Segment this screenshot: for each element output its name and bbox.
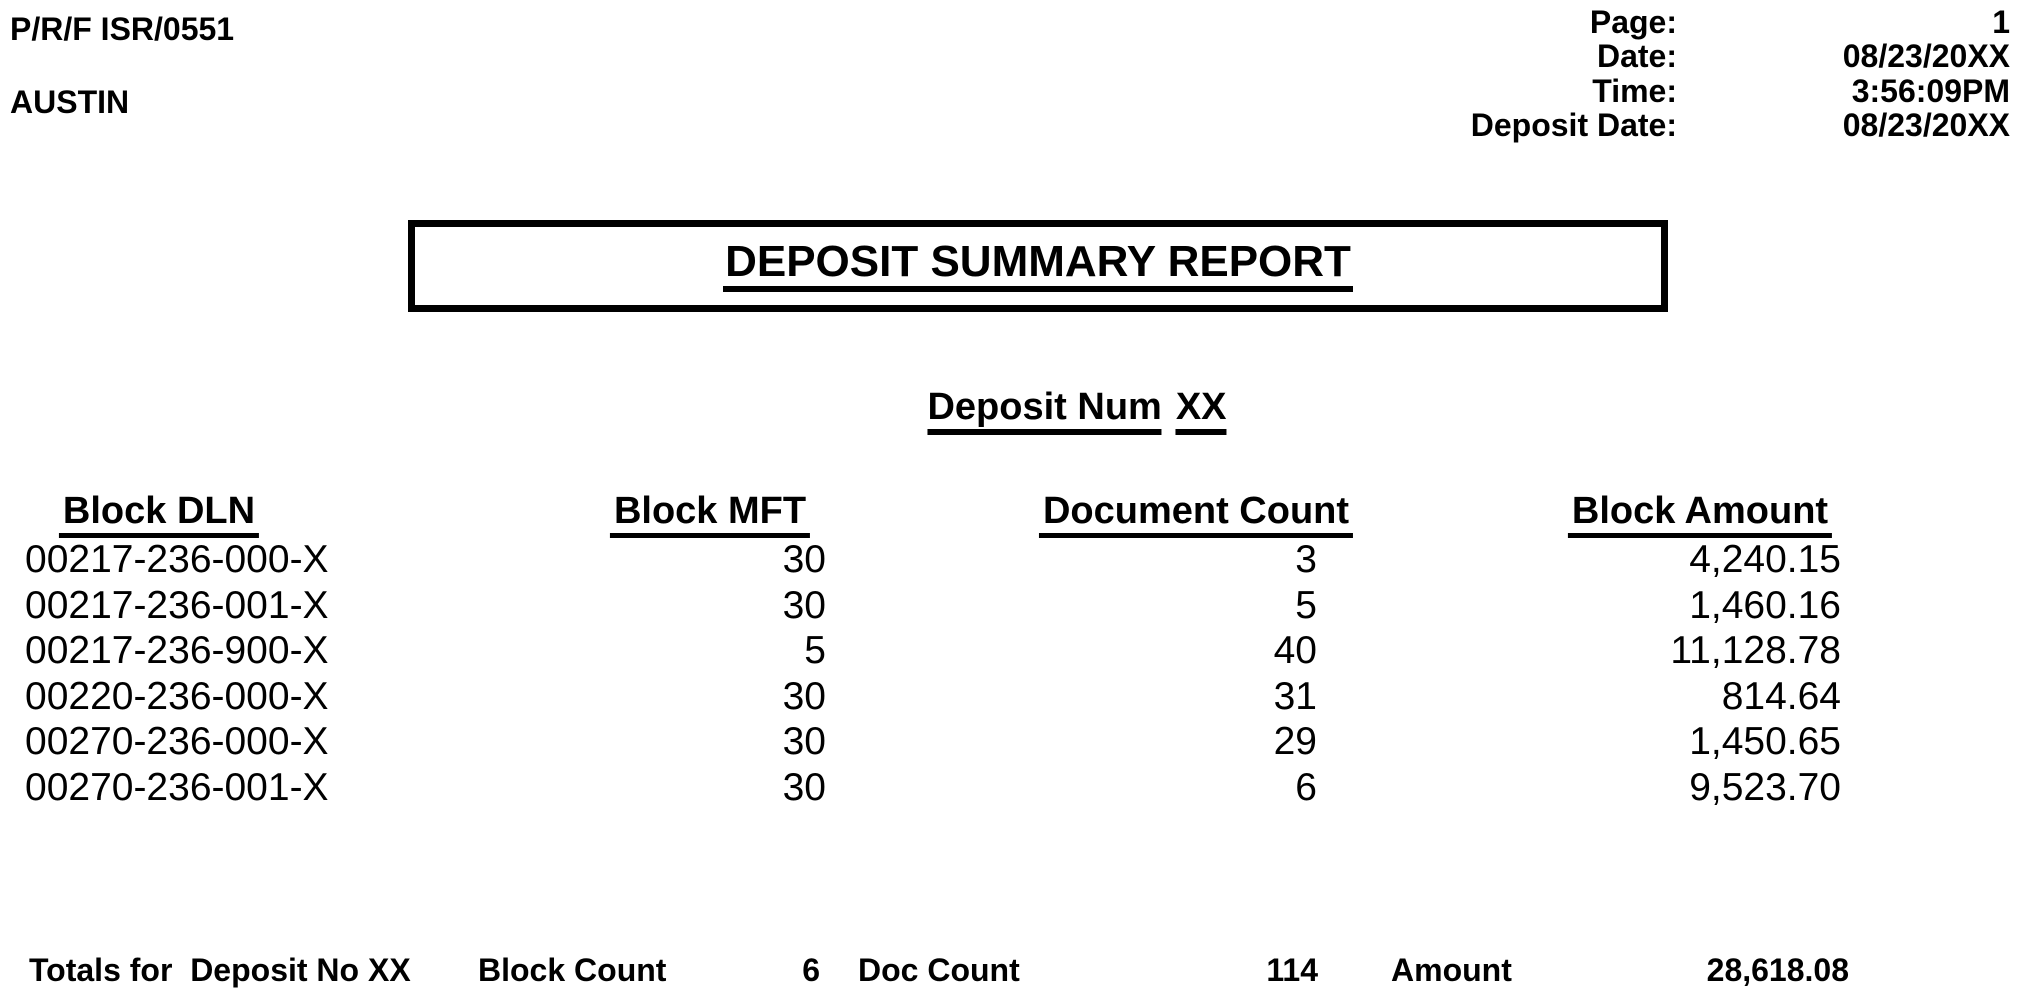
totals-amount-label: Amount [1391,952,1512,988]
block-amount-cell: 11,128.78 [1670,629,1841,672]
deposit-num-heading: Deposit Num XX [927,388,1227,435]
block-amount-cell: 9,523.70 [1689,765,1841,809]
totals-block-count-value: 6 [802,952,820,988]
table-row: 00270-236-001-X 30 6 9,523.70 [0,765,2025,811]
report-id: P/R/F ISR/0551 [10,11,235,47]
time-value: 3:56:09PM [1851,73,2010,109]
block-dln-cell: 00217-236-900-X [25,629,329,672]
column-header-block-mft: Block MFT [609,492,811,538]
totals-block-count-label: Block Count [478,952,667,988]
column-header-block-dln: Block DLN [58,492,260,538]
page-label: Page: [1589,4,1677,40]
table-row: 00217-236-000-X 30 3 4,240.15 [0,537,2025,583]
block-mft-cell: 30 [782,674,826,718]
deposit-num-value: XX [1175,388,1227,435]
site-name: AUSTIN [10,84,130,120]
document-count-cell: 6 [1295,765,1317,809]
page-title: DEPOSIT SUMMARY REPORT [723,240,1353,292]
block-dln-cell: 00220-236-000-X [25,674,329,718]
block-mft-cell: 30 [782,583,826,627]
table-row: 00217-236-900-X 5 40 11,128.78 [0,628,2025,674]
totals-doc-count-value: 114 [1266,952,1318,988]
totals-label: Totals for Deposit No XX [29,952,411,988]
block-table: 00217-236-000-X 30 3 4,240.15 00217-236-001-… [0,537,2025,810]
block-dln-cell: 00270-236-000-X [25,720,329,763]
block-amount-cell: 814.64 [1721,674,1841,718]
table-row: 00270-236-000-X 30 29 1,450.65 [0,719,2025,765]
block-amount-cell: 1,450.65 [1689,720,1841,763]
table-row: 00217-236-001-X 30 5 1,460.16 [0,583,2025,629]
totals-doc-count-label: Doc Count [858,952,1020,988]
deposit-date-value: 08/23/20XX [1842,107,2010,143]
document-count-cell: 40 [1273,629,1317,672]
block-dln-cell: 00217-236-001-X [25,583,329,627]
page-value: 1 [1992,4,2010,40]
block-mft-cell: 30 [782,720,826,763]
totals-amount-value: 28,618.08 [1706,952,1849,988]
document-count-cell: 5 [1295,583,1317,627]
block-mft-cell: 30 [782,538,826,581]
deposit-num-label: Deposit Num [927,388,1162,435]
document-count-cell: 3 [1295,538,1317,581]
block-dln-cell: 00217-236-000-X [25,538,329,581]
deposit-date-label: Deposit Date: [1470,107,1677,143]
column-header-block-amount: Block Amount [1567,492,1833,538]
block-mft-cell: 30 [782,765,826,809]
date-label: Date: [1596,38,1677,74]
date-value: 08/23/20XX [1842,38,2010,74]
column-header-document-count: Document Count [1038,492,1354,538]
table-row: 00220-236-000-X 30 31 814.64 [0,674,2025,720]
document-count-cell: 29 [1273,720,1317,763]
time-label: Time: [1592,73,1677,109]
block-amount-cell: 4,240.15 [1689,538,1841,581]
block-mft-cell: 5 [804,629,826,672]
block-amount-cell: 1,460.16 [1689,583,1841,627]
document-count-cell: 31 [1273,674,1317,718]
title-box: DEPOSIT SUMMARY REPORT [408,220,1668,312]
block-dln-cell: 00270-236-001-X [25,765,329,809]
